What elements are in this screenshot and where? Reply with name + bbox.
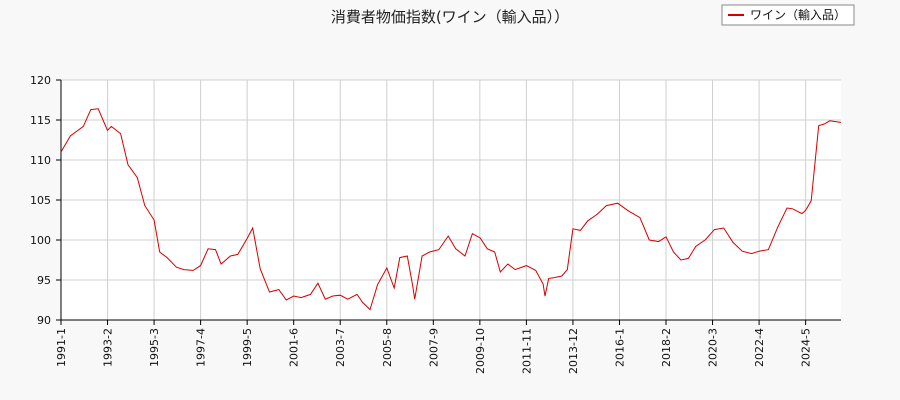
x-tick-label: 2020-3: [707, 328, 720, 367]
x-tick-label: 2011-11: [520, 328, 533, 374]
x-tick-label: 2007-9: [427, 328, 440, 367]
axis-layer: 90 95 100 105 110 115 120 1991-1 1993-2 1995-3 199…: [30, 74, 841, 374]
y-tick-label: 90: [37, 314, 51, 327]
x-tick-label: 1995-3: [148, 328, 161, 367]
x-tick-label: 1997-4: [195, 328, 208, 367]
chart-title: 消費者物価指数(ワイン（輸入品））: [331, 8, 569, 26]
y-tick-label: 115: [30, 114, 51, 127]
legend-box: [721, 4, 855, 26]
y-tick-label: 100: [30, 234, 51, 247]
y-tick-label: 95: [37, 274, 51, 287]
y-tick-label: 110: [30, 154, 51, 167]
x-tick-label: 2016-1: [613, 328, 626, 367]
x-tick-label: 1991-1: [55, 328, 68, 367]
x-tick-label: 2003-7: [334, 328, 347, 367]
x-tick-label: 2005-8: [381, 328, 394, 367]
y-tick-label: 120: [30, 74, 51, 87]
y-tick-label: 105: [30, 194, 51, 207]
series-layer: [60, 108, 842, 311]
x-tick-label: 1999-5: [241, 328, 254, 367]
x-tick-label: 2024-5: [800, 328, 813, 367]
legend: ワイン（輸入品）: [721, 4, 855, 26]
x-tick-label: 2018-2: [660, 328, 673, 367]
x-tick-label: 1993-2: [102, 328, 115, 367]
x-tick-label: 2022-4: [753, 328, 766, 367]
x-tick-label: 2013-12: [567, 328, 580, 374]
x-tick-label: 2001-6: [288, 328, 301, 367]
x-tick-label: 2009-10: [474, 328, 487, 374]
legend-series-label: ワイン（輸入品）: [750, 7, 846, 22]
series-line: [60, 108, 842, 311]
